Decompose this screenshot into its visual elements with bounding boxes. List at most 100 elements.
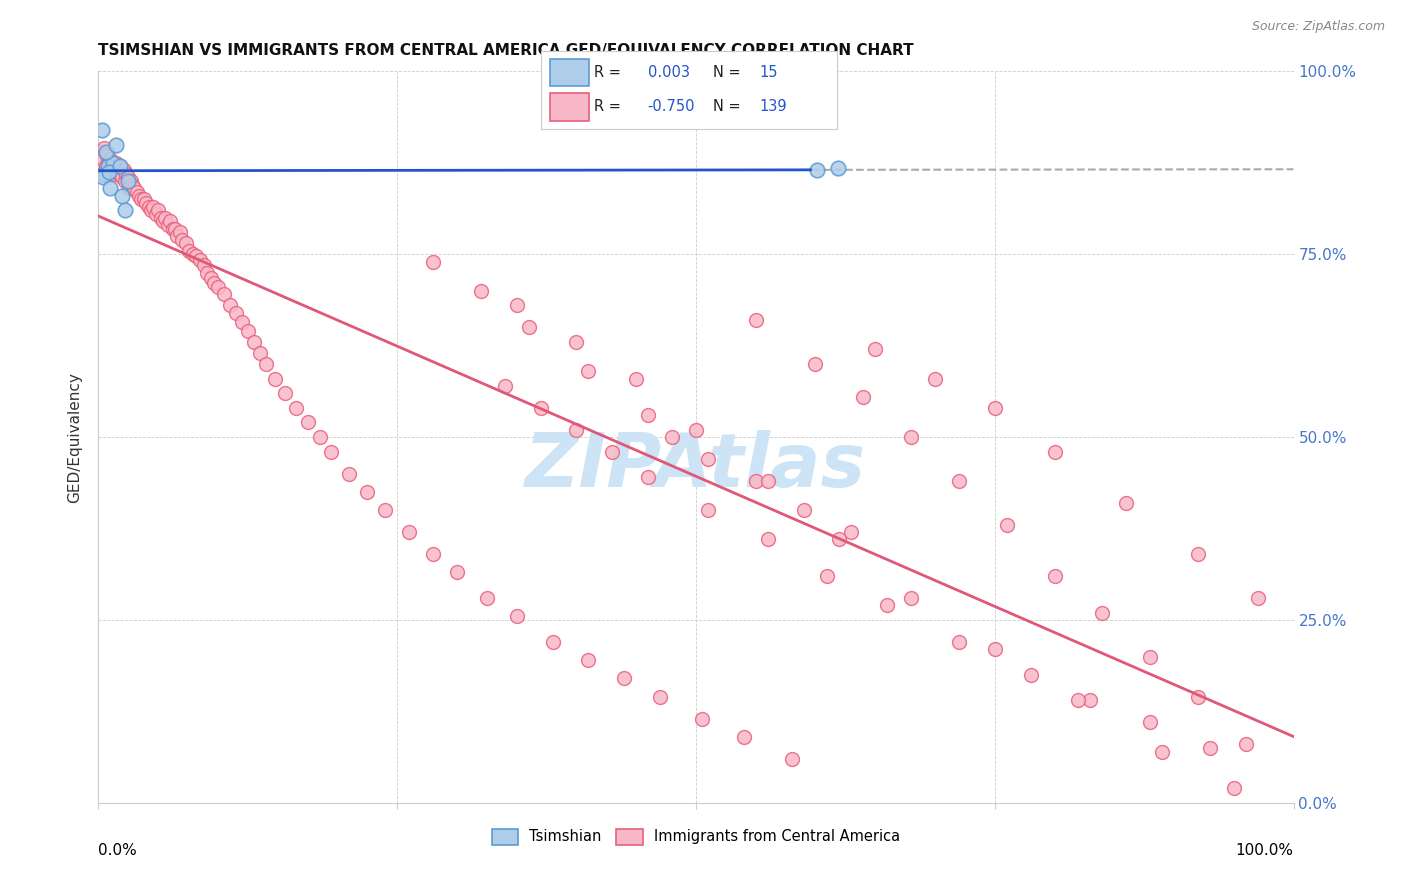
Point bbox=[900, 430, 922, 444]
Point bbox=[97, 160, 120, 174]
Point bbox=[98, 163, 121, 178]
Point bbox=[112, 163, 135, 178]
Point bbox=[200, 270, 222, 285]
Point bbox=[98, 181, 122, 195]
Text: 139: 139 bbox=[759, 100, 787, 114]
Point bbox=[111, 188, 134, 202]
Point bbox=[103, 167, 125, 181]
Point bbox=[1223, 781, 1246, 796]
Point bbox=[804, 357, 827, 371]
Point bbox=[565, 423, 588, 437]
Point bbox=[1139, 715, 1161, 730]
Point bbox=[506, 609, 529, 624]
Point bbox=[815, 569, 838, 583]
Point bbox=[626, 371, 648, 385]
Point bbox=[111, 170, 134, 185]
Point bbox=[97, 156, 120, 170]
Point bbox=[1234, 737, 1257, 751]
Text: N =: N = bbox=[713, 65, 740, 80]
Point bbox=[398, 525, 420, 540]
Point bbox=[172, 233, 194, 247]
Point bbox=[93, 167, 115, 181]
FancyBboxPatch shape bbox=[550, 94, 589, 120]
Point bbox=[1067, 693, 1090, 707]
Point bbox=[101, 156, 124, 170]
Point bbox=[100, 160, 122, 174]
Point bbox=[243, 334, 266, 349]
Point bbox=[105, 156, 128, 170]
Point bbox=[121, 178, 143, 192]
Point bbox=[297, 416, 319, 430]
Point bbox=[114, 174, 136, 188]
Point bbox=[1019, 667, 1042, 681]
Point bbox=[124, 181, 146, 195]
Point bbox=[1187, 690, 1209, 704]
Point bbox=[148, 203, 170, 218]
FancyBboxPatch shape bbox=[550, 59, 589, 87]
Point bbox=[93, 141, 115, 155]
Point bbox=[422, 254, 444, 268]
Point bbox=[321, 444, 343, 458]
Point bbox=[637, 470, 659, 484]
Point bbox=[174, 236, 197, 251]
Text: 100.0%: 100.0% bbox=[1236, 843, 1294, 858]
Point bbox=[806, 163, 828, 178]
Point bbox=[142, 200, 165, 214]
Point bbox=[249, 346, 271, 360]
Point bbox=[422, 547, 444, 561]
Y-axis label: GED/Equivalency: GED/Equivalency bbox=[67, 372, 83, 502]
Point bbox=[530, 401, 553, 415]
Point bbox=[697, 503, 720, 517]
Point bbox=[690, 712, 713, 726]
Text: ZIPAtlas: ZIPAtlas bbox=[526, 430, 866, 503]
Point bbox=[156, 218, 179, 232]
Point bbox=[1152, 745, 1174, 759]
Point bbox=[1187, 547, 1209, 561]
Point bbox=[756, 474, 779, 488]
Point bbox=[163, 221, 186, 235]
Point bbox=[374, 503, 396, 517]
Point bbox=[115, 167, 138, 181]
Point bbox=[948, 474, 970, 488]
Point bbox=[179, 244, 201, 258]
Text: N =: N = bbox=[713, 100, 740, 114]
Point bbox=[169, 225, 191, 239]
Point bbox=[613, 672, 636, 686]
Point bbox=[494, 379, 516, 393]
Point bbox=[517, 320, 540, 334]
Point bbox=[637, 408, 659, 422]
Point bbox=[578, 364, 600, 378]
Point bbox=[132, 193, 155, 207]
Point bbox=[181, 247, 204, 261]
Point bbox=[602, 444, 624, 458]
Point bbox=[733, 730, 755, 744]
Point bbox=[274, 386, 297, 401]
Text: R =: R = bbox=[595, 65, 621, 80]
Point bbox=[1091, 606, 1114, 620]
Point bbox=[900, 591, 922, 605]
Point bbox=[104, 160, 127, 174]
Point bbox=[852, 390, 875, 404]
Point bbox=[195, 266, 218, 280]
Point bbox=[1139, 649, 1161, 664]
Point bbox=[1247, 591, 1270, 605]
Point bbox=[475, 591, 498, 605]
Point bbox=[128, 188, 150, 202]
Point bbox=[865, 343, 887, 357]
Point bbox=[308, 430, 330, 444]
Point bbox=[1115, 496, 1137, 510]
Point bbox=[745, 313, 768, 327]
Point bbox=[219, 298, 242, 312]
Point bbox=[152, 214, 174, 228]
Point bbox=[685, 423, 707, 437]
Point bbox=[793, 503, 815, 517]
Point bbox=[138, 200, 160, 214]
Point bbox=[94, 160, 117, 174]
Point bbox=[446, 566, 468, 580]
Point bbox=[159, 214, 181, 228]
Point bbox=[756, 533, 779, 547]
Point bbox=[135, 196, 157, 211]
Point bbox=[697, 452, 720, 467]
Point bbox=[565, 334, 588, 349]
Point bbox=[876, 599, 898, 613]
